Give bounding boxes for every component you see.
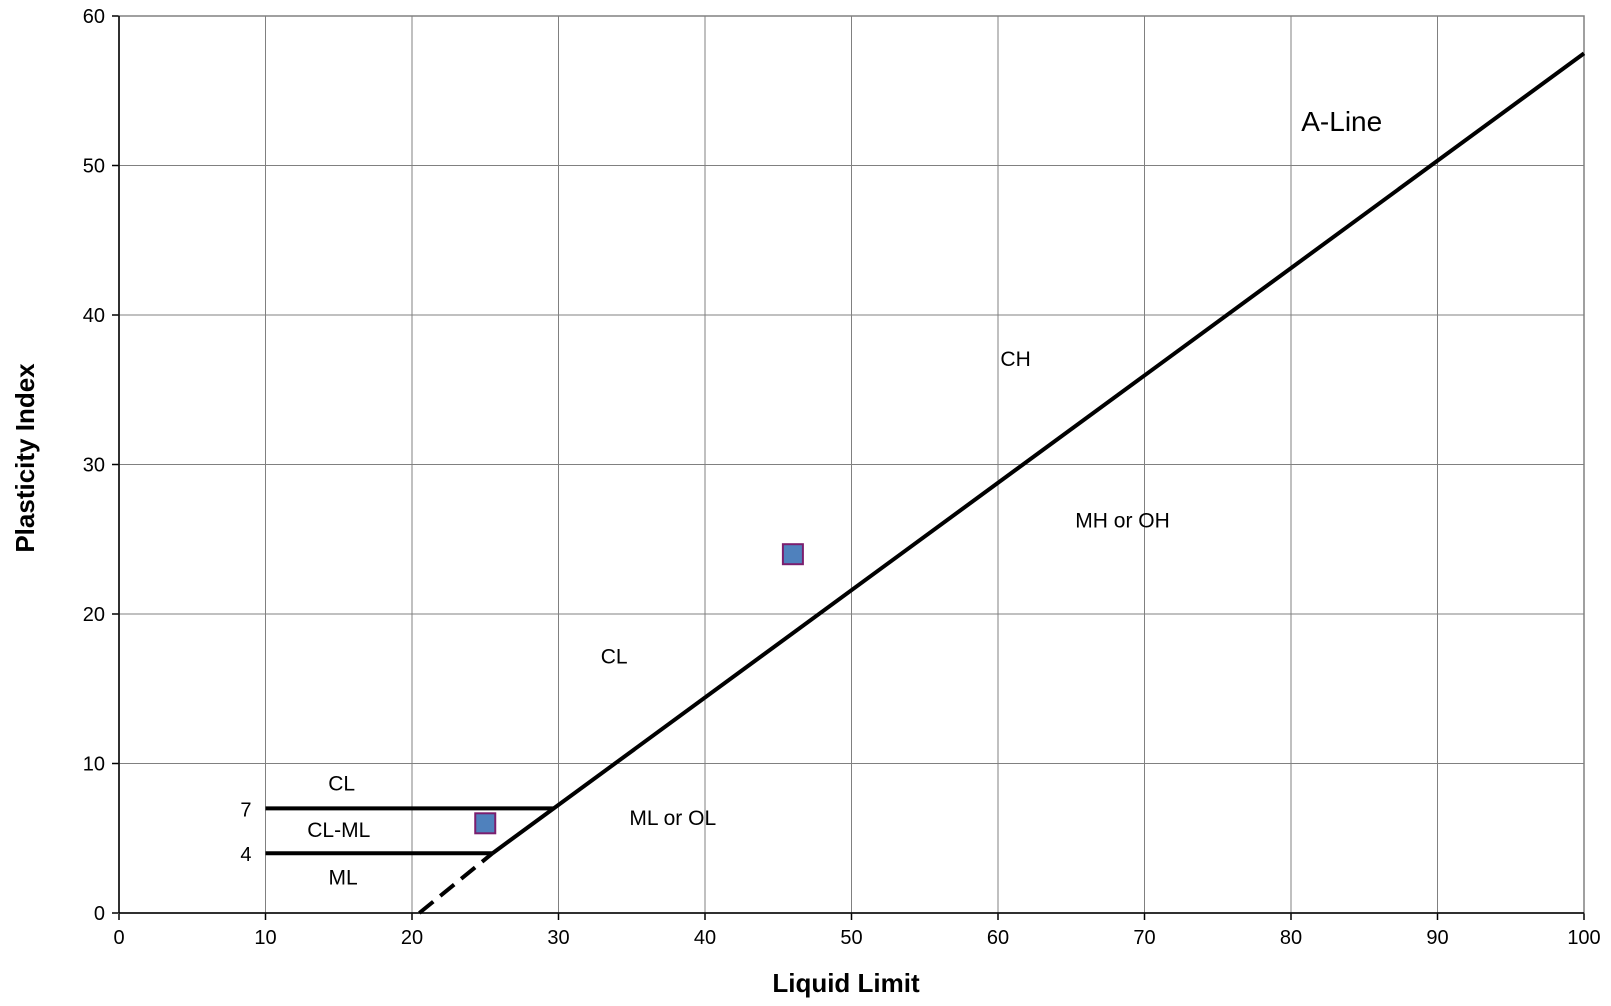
y-tick-label: 50 [83,156,105,178]
data-point-marker [781,543,804,566]
x-axis-title: Liquid Limit [772,968,920,998]
x-tick-label: 20 [401,927,423,949]
data-point-marker [474,812,497,835]
zone-label: CL [601,645,628,668]
zone-label: MH or OH [1075,509,1170,532]
labels: 0 10 20 30 40 50 60 70 80 90 100 0 10 20 30 40 50 60 A-Lin… [83,6,1601,949]
y-tick-label: 0 [94,903,105,925]
x-tick-label: 90 [1426,927,1448,949]
data-points [474,543,804,835]
y-tick-label: 20 [83,604,105,626]
x-tick-label: 40 [694,927,716,949]
pi-7-label: 7 [240,799,251,821]
y-tick-label: 40 [83,305,105,327]
boundary-lines [265,51,1586,915]
x-tick-label: 60 [987,927,1009,949]
x-tick-label: 10 [254,927,276,949]
zone-label: CL [328,772,355,795]
y-tick-label: 30 [83,455,105,477]
a-line-label: A-Line [1301,106,1382,137]
a-line [491,51,1586,855]
y-axis-title: Plasticity Index [10,363,40,553]
pi-4-label: 4 [240,844,251,866]
x-tick-label: 80 [1280,927,1302,949]
zone-label: CH [1000,348,1030,371]
grid [112,15,1585,920]
zone-label: ML or OL [629,807,716,830]
zone-label: CL-ML [307,819,370,842]
x-tick-label: 30 [547,927,569,949]
x-tick-label: 100 [1567,927,1600,949]
y-tick-label: 10 [83,754,105,776]
x-tick-label: 0 [113,927,124,949]
x-tick-label: 70 [1133,927,1155,949]
a-line-extension [418,851,494,915]
zone-label: ML [329,867,358,890]
x-tick-label: 50 [840,927,862,949]
y-tick-label: 60 [83,6,105,28]
